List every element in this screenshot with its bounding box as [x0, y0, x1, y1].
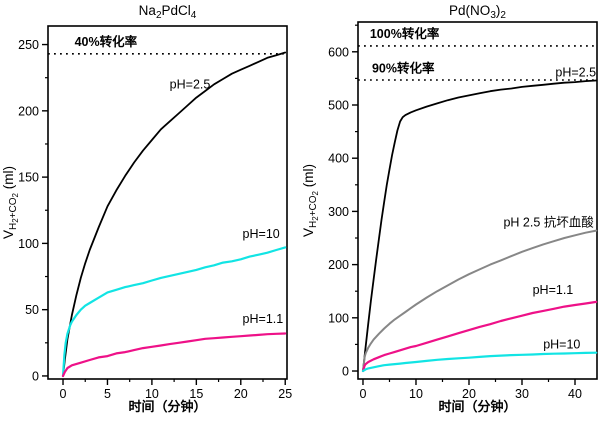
x-tick-label: 20	[462, 387, 476, 401]
series-line-ph-2-5	[62, 51, 287, 377]
x-tick-label: 30	[515, 387, 529, 401]
x-axis-label: 时间（分钟）	[438, 399, 516, 414]
series-label-ph-1-1: pH=1.1	[533, 283, 574, 297]
y-tick-label: 150	[18, 171, 39, 185]
y-tick-label: 100	[328, 311, 349, 325]
series-label-ph-1-1: pH=1.1	[243, 312, 284, 326]
y-tick-label: 200	[328, 258, 349, 272]
x-tick-label: 5	[104, 387, 111, 401]
chart-title: Na2PdCl4	[139, 3, 197, 21]
x-tick-label: 0	[360, 387, 367, 401]
y-tick-label: 0	[342, 365, 349, 379]
x-tick-label: 20	[234, 387, 248, 401]
x-tick-label: 15	[189, 387, 203, 401]
x-tick-label: 40	[568, 387, 582, 401]
series-line-ph-1-1	[61, 332, 287, 378]
y-tick-label: 100	[18, 237, 39, 251]
y-tick-label: 500	[328, 98, 349, 112]
y-axis-label: VH2+CO2 (ml)	[301, 164, 320, 237]
y-tick-label: 200	[18, 104, 39, 118]
series-label-ph-2-5: pH=2.5	[170, 77, 211, 91]
ref-line-label-0: 40%转化率	[75, 34, 138, 49]
series-line-ph-2-5-ascorbic	[362, 229, 598, 372]
series-line-ph-2-5	[362, 79, 598, 372]
plot-frame	[357, 21, 598, 380]
y-tick-label: 0	[32, 369, 39, 383]
y-tick-label: 50	[25, 303, 39, 317]
x-tick-label: 10	[145, 387, 159, 401]
x-tick-label: 25	[278, 387, 292, 401]
series-line-ph-10	[61, 246, 287, 378]
series-line-ph-1-1	[361, 300, 598, 373]
chart-title: Pd(NO3)2	[449, 3, 506, 21]
x-tick-label: 0	[60, 387, 67, 401]
series-label-ph-10: pH=10	[543, 338, 580, 352]
ref-line-label-0: 100%转化率	[370, 26, 440, 41]
ref-line-label-1: 90%转化率	[372, 61, 435, 76]
y-tick-label: 600	[328, 45, 349, 59]
plot-frame	[47, 25, 288, 380]
series-label-ph-10: pH=10	[243, 227, 280, 241]
y-axis-label: VH2+CO2 (ml)	[1, 166, 20, 239]
chart-right-pdno32: Pd(NO3)2 100%转化率 90%转化率 0 10 20 30 40 0 100 200 300…	[300, 0, 600, 424]
chart-left-na2pdcl4: Na2PdCl4 40%转化率 0 5 10 15 20 25 0 50 100 150 200 250 时…	[1, 3, 292, 414]
series-line-ph-10	[361, 351, 598, 373]
series-label-ph-2-5-ascorbic: pH 2.5 抗坏血酸	[503, 214, 594, 229]
x-axis-label: 时间（分钟）	[128, 399, 206, 414]
y-tick-label: 300	[328, 205, 349, 219]
y-tick-label: 250	[18, 38, 39, 52]
x-tick-label: 10	[409, 387, 423, 401]
y-tick-label: 400	[328, 152, 349, 166]
series-label-ph-2-5: pH=2.5	[555, 65, 596, 79]
